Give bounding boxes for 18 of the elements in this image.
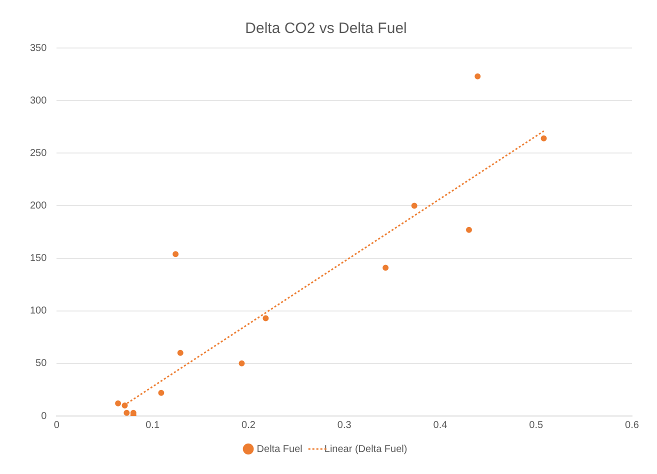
x-tick-label: 0.1 (146, 420, 160, 431)
y-tick-label: 300 (30, 95, 48, 106)
y-tick-label: 50 (36, 358, 48, 370)
x-tick-label: 0.3 (337, 420, 352, 431)
y-tick-label: 350 (30, 42, 48, 54)
x-tick-label: 0.2 (242, 420, 256, 431)
x-tick-label: 0 (54, 420, 60, 431)
y-tick-label: 150 (30, 253, 48, 264)
x-tick-label: 0.4 (433, 420, 448, 431)
y-tick-label: 250 (30, 148, 48, 159)
y-tick-label: 0 (41, 410, 48, 422)
chart-title: Delta CO2 vs Delta Fuel (245, 20, 407, 38)
legend-label: Linear (Delta Fuel) (324, 444, 408, 455)
x-tick-label: 0.6 (625, 420, 640, 431)
legend-label: Delta Fuel (256, 444, 302, 455)
y-tick-label: 100 (30, 306, 48, 317)
x-tick-label: 0.5 (529, 420, 544, 431)
y-tick-label: 200 (30, 200, 48, 212)
